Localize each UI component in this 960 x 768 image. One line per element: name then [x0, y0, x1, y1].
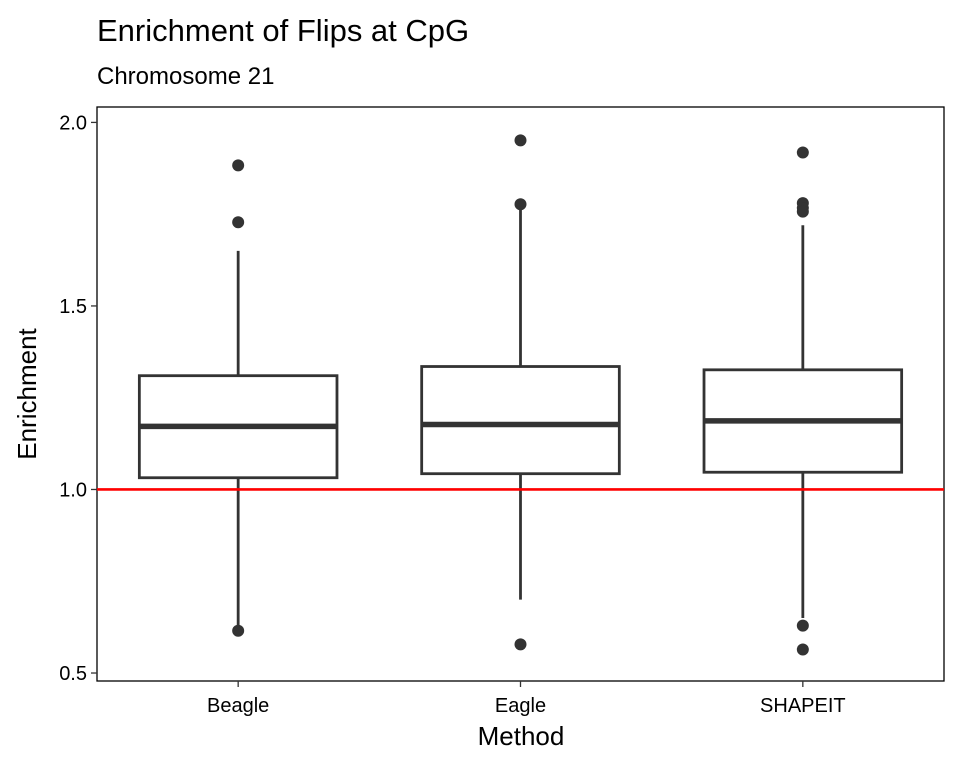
outlier-eagle-0: [514, 134, 527, 147]
box-eagle: [420, 365, 621, 476]
y-axis-title: Enrichment: [12, 327, 42, 459]
x-tick-label-0: Beagle: [207, 695, 269, 717]
outlier-shapeit-3: [796, 205, 809, 218]
outlier-beagle-1: [232, 216, 245, 229]
x-tick-label-2: SHAPEIT: [760, 695, 846, 717]
outlier-shapeit-4: [796, 619, 809, 632]
plot-area: 0.5 1.0 1.5 2.0 Beagle Eagle SHAPEIT: [59, 106, 945, 717]
outlier-beagle-2: [232, 624, 245, 637]
outlier-beagle-0: [232, 159, 245, 172]
y-tick-label-2: 1.5: [59, 296, 87, 318]
chart-subtitle: Chromosome 21: [97, 63, 274, 90]
outlier-eagle-1: [514, 198, 527, 211]
outlier-shapeit-5: [796, 643, 809, 656]
y-tick-label-1: 1.0: [59, 479, 87, 501]
y-tick-label-0: 0.5: [59, 663, 87, 685]
outlier-eagle-2: [514, 638, 527, 651]
chart-title: Enrichment of Flips at CpG: [97, 13, 469, 48]
y-tick-label-3: 2.0: [59, 112, 87, 134]
x-tick-label-1: Eagle: [495, 695, 546, 717]
x-axis-title: Method: [478, 721, 565, 751]
outlier-shapeit-0: [796, 146, 809, 159]
